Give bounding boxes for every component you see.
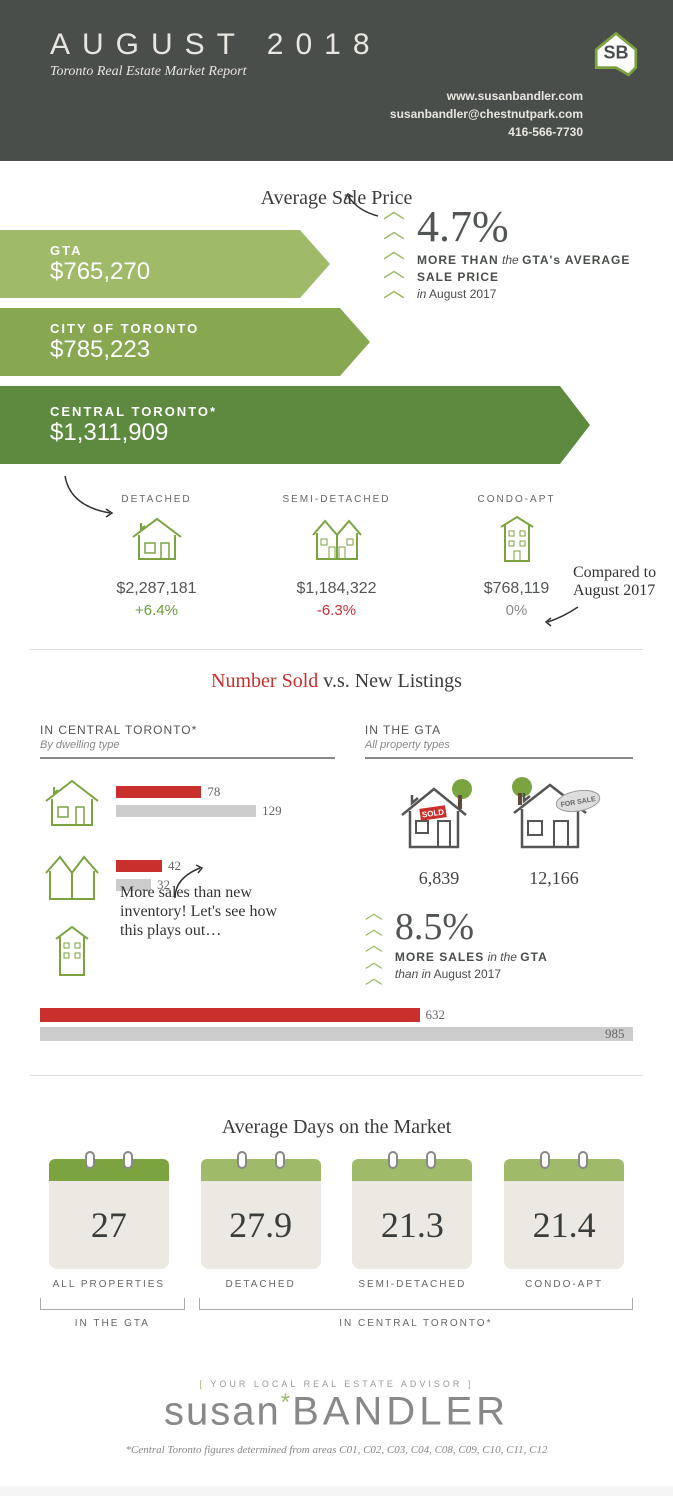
bar-label: CENTRAL TORONTO* [50, 404, 217, 419]
contact-website: www.susanbandler.com [390, 87, 583, 105]
calendar-row: 27 ALL PROPERTIES 27.9 DETACHED 21.3 SE [40, 1159, 633, 1290]
htype-semi: SEMI-DETACHED $1,184,322 -6.3% [267, 494, 407, 619]
brand-tag: [ YOUR LOCAL REAL ESTATE ADVISOR ] [30, 1379, 643, 1389]
price-bar-city: CITY OF TORONTO $785,223 [0, 308, 370, 376]
pct-value: 4.7% [417, 201, 643, 252]
dwelling-row: 78 129 [40, 775, 335, 831]
dom-section: Average Days on the Market 27 ALL PROPER… [0, 1096, 673, 1359]
bar-value: $785,223 [50, 336, 199, 364]
chevron-up-icon: ︿︿︿︿︿ [365, 905, 383, 986]
curve-arrow-icon [343, 191, 383, 221]
pct-caption: MORE THAN the GTA's AVERAGE SALE PRICE i… [417, 252, 643, 302]
sold-right: IN THE GTA All property types SOLD 6,839 [365, 723, 633, 997]
contact-phone: 416-566-7730 [390, 123, 583, 141]
gta-pct-caption: MORE SALES in the GTA than in August 201… [395, 949, 548, 983]
detached-house-icon [40, 775, 104, 831]
header-title: AUGUST 2018 [50, 28, 390, 62]
footnote: *Central Toronto figures determined from… [0, 1444, 673, 1486]
curve-arrow-icon [543, 602, 583, 632]
price-bar-central: CENTRAL TORONTO* $1,311,909 [0, 386, 590, 464]
bar-value: $1,311,909 [50, 419, 217, 447]
bar-label: GTA [50, 243, 150, 258]
header-contact: SB www.susanbandler.com susanbandler@che… [390, 28, 643, 141]
sb-logo-icon: SB [589, 28, 643, 82]
sold-left-head: IN CENTRAL TORONTO* By dwelling type [40, 723, 335, 759]
housing-types-row: DETACHED $2,287,181 +6.4% SEMI-DETACHED [30, 494, 643, 619]
divider [30, 649, 643, 650]
forsale-house-icon: FOR SALE [504, 775, 604, 857]
brand-name: susan*BANDLER [30, 1389, 643, 1434]
sold-left: IN CENTRAL TORONTO* By dwelling type 78 … [40, 723, 335, 997]
gta-listed-num: 12,166 [504, 868, 604, 889]
bar-value: $765,270 [50, 258, 150, 286]
divider [30, 1075, 643, 1076]
bar-label: CITY OF TORONTO [50, 321, 199, 336]
htype-detached: DETACHED $2,287,181 +6.4% [87, 494, 227, 619]
price-bar-gta: GTA $765,270 [0, 230, 330, 298]
chevron-up-icon: ︿︿︿︿︿ [383, 201, 405, 300]
sold-section: IN CENTRAL TORONTO* By dwelling type 78 … [0, 713, 673, 1007]
cal-item: 21.4 CONDO-APT [495, 1159, 633, 1290]
script-note: More sales than new inventory! Let's see… [120, 883, 280, 941]
header: AUGUST 2018 Toronto Real Estate Market R… [0, 0, 673, 161]
cal-item: 27.9 DETACHED [192, 1159, 330, 1290]
gta-houses: SOLD 6,839 FOR SALE 12,166 [365, 775, 633, 889]
contact-email: susanbandler@chestnutpark.com [390, 105, 583, 123]
condo-full-bars: 632 985 [0, 1007, 673, 1055]
cal-item: 21.3 SEMI-DETACHED [344, 1159, 482, 1290]
sold-house-icon: SOLD [394, 775, 484, 857]
cal-item: 27 ALL PROPERTIES [40, 1159, 178, 1290]
gta-sold-num: 6,839 [394, 868, 484, 889]
condo-icon [487, 513, 547, 565]
condo-icon [40, 923, 104, 979]
dom-title: Average Days on the Market [40, 1116, 633, 1139]
footer-brand: [ YOUR LOCAL REAL ESTATE ADVISOR ] susan… [0, 1359, 673, 1444]
gta-pct-block: ︿︿︿︿︿ 8.5% MORE SALES in the GTA than in… [365, 905, 633, 986]
header-subtitle: Toronto Real Estate Market Report [50, 64, 390, 80]
htype-condo: CONDO-APT $768,119 0% [447, 494, 587, 619]
avg-price-section: Average Sale Price GTA $765,270 CITY OF … [0, 161, 673, 629]
gta-pct: 8.5% [395, 905, 548, 949]
detached-house-icon [127, 513, 187, 565]
bracket-row: IN THE GTA IN CENTRAL TORONTO* [40, 1298, 633, 1329]
sold-title: Number Sold v.s. New Listings [0, 670, 673, 693]
semi-house-icon [307, 513, 367, 565]
pct-block: ︿︿︿︿︿ 4.7% MORE THAN the GTA's AVERAGE S… [383, 201, 643, 302]
svg-text:SB: SB [603, 43, 628, 63]
compared-note: Compared to August 2017 [573, 564, 673, 600]
semi-house-icon [40, 849, 104, 905]
sold-right-head: IN THE GTA All property types [365, 723, 633, 759]
infographic-page: AUGUST 2018 Toronto Real Estate Market R… [0, 0, 673, 1486]
